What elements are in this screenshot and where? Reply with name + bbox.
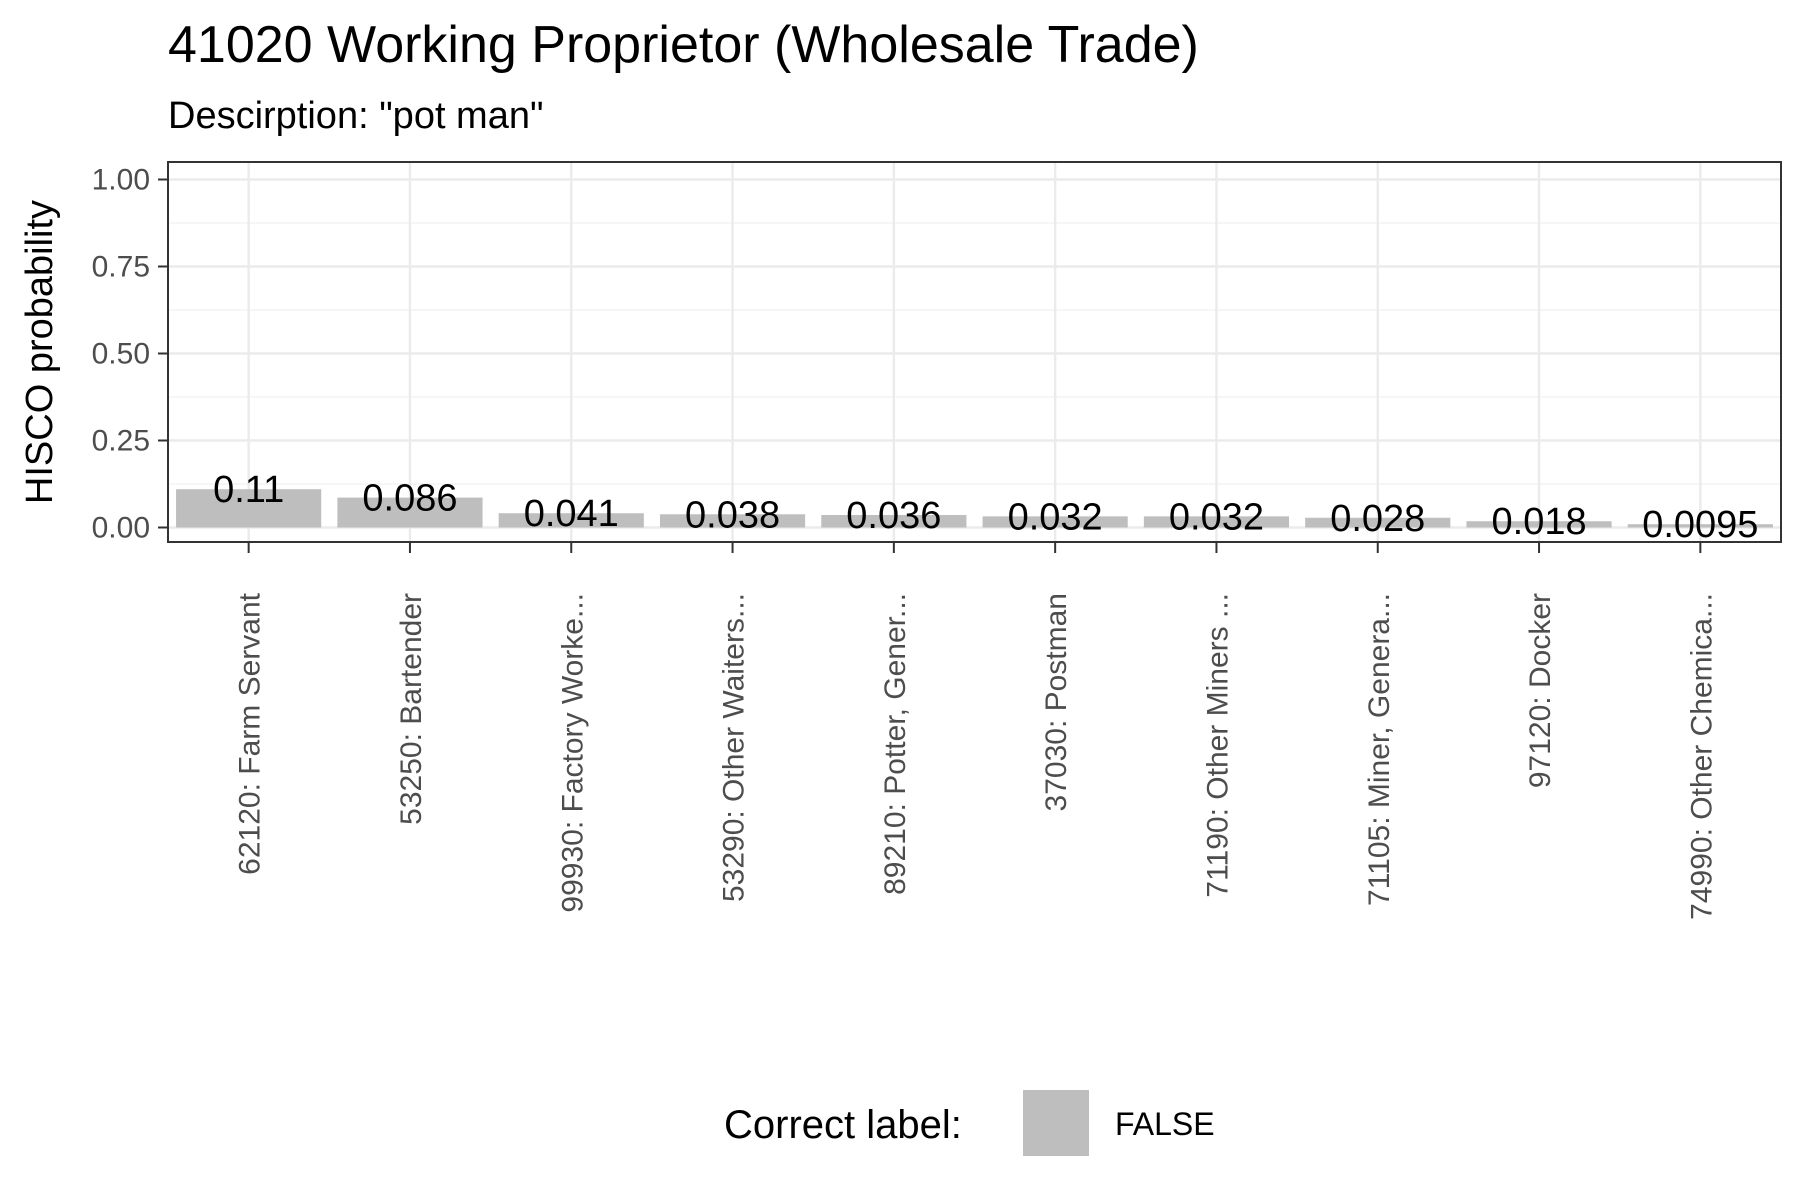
data-label: 0.036: [846, 495, 941, 537]
data-label: 0.028: [1330, 498, 1425, 540]
bar: [982, 516, 1128, 528]
x-tick-label: 37030: Postman: [1040, 593, 1073, 811]
x-tick-label: 71190: Other Miners ...: [1201, 593, 1234, 898]
bar: [1466, 521, 1612, 528]
legend: Correct label: FALSE: [724, 1090, 1215, 1156]
y-tick-label: 0.00: [92, 512, 150, 545]
bar: [659, 514, 806, 528]
y-axis: 0.00 0.25 0.50 0.75 1.00: [92, 164, 168, 545]
bar: [498, 513, 644, 528]
data-label: 0.11: [213, 469, 284, 511]
plot-panel: [168, 162, 1781, 542]
x-tick-label: 53290: Other Waiters...: [718, 593, 751, 902]
y-axis-label: HISCO probability: [19, 200, 61, 504]
bar: [337, 497, 483, 528]
data-label: 0.032: [1008, 496, 1103, 538]
y-tick-label: 1.00: [92, 164, 150, 197]
grid-lines: [168, 162, 1781, 542]
x-tick-label: 53250: Bartender: [395, 593, 428, 825]
legend-entry-label: FALSE: [1115, 1106, 1215, 1142]
data-label: 0.086: [362, 478, 457, 520]
legend-swatch: [1023, 1090, 1089, 1156]
chart-subtitle: Descirption: "pot man": [168, 95, 543, 137]
legend-title: Correct label:: [724, 1103, 962, 1147]
y-tick-label: 0.75: [92, 251, 150, 284]
x-tick-label: 71105: Miner, Genera...: [1363, 593, 1396, 906]
bar: [1143, 516, 1290, 528]
bar: [1627, 524, 1773, 528]
data-labels: 0.11 0.086 0.041 0.038 0.036 0.032 0.032 0.028 0…: [213, 469, 1758, 546]
x-axis: 62120: Farm Servant 53250: Bartender 99930…: [234, 542, 1718, 920]
data-label: 0.032: [1169, 496, 1264, 538]
bar: [1305, 517, 1451, 528]
data-label: 0.038: [685, 494, 780, 536]
bar: [176, 489, 322, 528]
data-label: 0.0095: [1642, 504, 1758, 546]
y-tick-label: 0.50: [92, 338, 150, 371]
x-tick-label: 97120: Docker: [1524, 593, 1557, 788]
x-tick-label: 62120: Farm Servant: [234, 592, 267, 874]
y-tick-label: 0.25: [92, 425, 150, 458]
plot-border: [167, 161, 1782, 543]
data-label: 0.041: [524, 493, 619, 535]
data-label: 0.018: [1492, 501, 1587, 543]
bars: [176, 489, 1773, 528]
bar: [821, 514, 967, 528]
x-tick-label: 89210: Potter, Gener...: [879, 593, 912, 895]
x-tick-label: 74990: Other Chemica...: [1685, 593, 1718, 920]
chart-title: 41020 Working Proprietor (Wholesale Trad…: [168, 16, 1199, 74]
x-tick-label: 99930: Factory Worke...: [556, 593, 589, 913]
